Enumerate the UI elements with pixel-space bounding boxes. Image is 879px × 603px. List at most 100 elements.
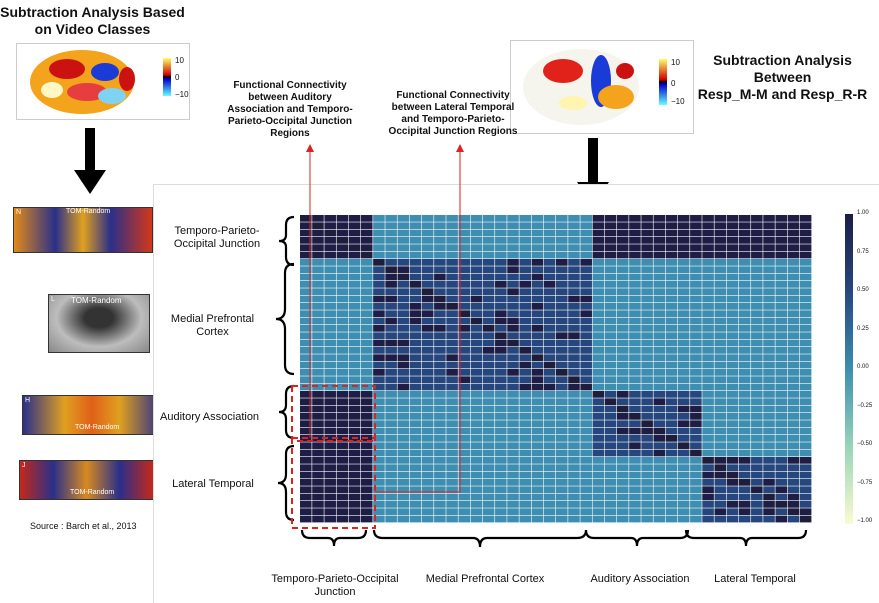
heatmap-cell xyxy=(763,354,775,362)
heatmap-cell xyxy=(556,332,568,340)
heatmap-cell xyxy=(409,244,422,252)
heatmap-cell xyxy=(763,515,775,523)
heatmap-cell xyxy=(531,244,544,252)
heatmap-cell xyxy=(495,391,507,398)
heatmap-cell xyxy=(324,273,336,281)
heatmap-cell xyxy=(495,398,507,406)
heatmap-cell xyxy=(495,493,507,501)
heatmap-cell xyxy=(409,383,422,391)
heatmap-cell xyxy=(690,420,702,428)
heatmap-cell xyxy=(763,383,775,391)
heatmap-cell xyxy=(336,501,349,508)
heatmap-cell xyxy=(434,222,446,230)
heatmap-cell xyxy=(348,420,361,428)
heatmap-cell xyxy=(677,369,690,376)
heatmap-cell xyxy=(677,244,690,252)
heatmap-cell xyxy=(763,391,775,398)
heatmap-cell xyxy=(507,464,519,472)
heatmap-cell xyxy=(409,464,422,472)
heatmap-cell xyxy=(482,332,495,340)
brace-x-tpoj xyxy=(300,529,368,547)
heatmap-cell xyxy=(531,339,544,347)
heatmap-cell xyxy=(775,515,788,523)
heatmap-cell xyxy=(482,427,495,435)
heatmap-cell xyxy=(714,215,727,222)
heatmap-cell xyxy=(360,237,373,244)
heatmap-cell xyxy=(519,215,532,222)
heatmap-cell xyxy=(775,427,788,435)
heatmap-cell xyxy=(482,376,495,384)
heatmap-cell xyxy=(446,339,458,347)
heatmap-cell xyxy=(568,361,580,369)
heatmap-cell xyxy=(470,229,483,237)
heatmap-cell xyxy=(726,427,739,435)
heatmap-cell xyxy=(604,464,617,472)
heatmap-cell xyxy=(531,413,544,420)
heatmap-cell xyxy=(543,515,556,523)
heatmap-cell xyxy=(397,273,410,281)
heatmap-cell xyxy=(714,515,727,523)
heatmap-cell xyxy=(653,413,666,420)
heatmap-cell xyxy=(653,383,666,391)
heatmap-cell xyxy=(751,413,763,420)
heatmap-cell xyxy=(519,479,532,486)
heatmap-cell xyxy=(385,273,397,281)
heatmap-cell xyxy=(373,244,385,252)
heatmap-cell xyxy=(470,244,483,252)
heatmap-cell xyxy=(738,281,751,288)
heatmap-cell xyxy=(641,449,653,457)
heatmap-cell xyxy=(348,317,361,325)
heatmap-cell xyxy=(360,244,373,252)
heatmap-cell xyxy=(312,508,324,516)
heatmap-cell xyxy=(787,317,800,325)
heatmap-cell xyxy=(751,288,763,296)
heatmap-cell xyxy=(434,310,446,318)
heatmap-cell xyxy=(738,391,751,398)
heatmap-cell xyxy=(300,361,312,369)
heatmap-cell xyxy=(470,317,483,325)
heatmap-cell xyxy=(360,303,373,310)
heatmap-cell xyxy=(690,332,702,340)
heatmap-cell xyxy=(775,449,788,457)
colorbar-tick-label: −0.25 xyxy=(857,402,873,409)
heatmap-cell xyxy=(799,339,812,347)
heatmap-cell xyxy=(787,435,800,442)
heatmap-cell xyxy=(385,479,397,486)
heatmap-cell xyxy=(409,339,422,347)
heatmap-cell xyxy=(507,479,519,486)
heatmap-cell xyxy=(751,244,763,252)
heatmap-cell xyxy=(543,457,556,464)
heatmap-cell xyxy=(751,295,763,303)
heatmap-cell xyxy=(300,310,312,318)
heatmap-cell xyxy=(312,471,324,479)
heatmap-cell xyxy=(336,471,349,479)
heatmap-cell xyxy=(543,317,556,325)
heatmap-cell xyxy=(409,310,422,318)
heatmap-cell xyxy=(324,281,336,288)
heatmap-cell xyxy=(763,479,775,486)
heatmap-cell xyxy=(324,405,336,413)
heatmap-cell xyxy=(629,266,641,274)
heatmap-cell xyxy=(360,369,373,376)
heatmap-cell xyxy=(641,369,653,376)
heatmap-cell xyxy=(641,347,653,354)
heatmap-cell xyxy=(738,259,751,266)
heatmap-cell xyxy=(787,303,800,310)
heatmap-cell xyxy=(568,413,580,420)
heatmap-cell xyxy=(616,266,629,274)
heatmap-cell xyxy=(763,273,775,281)
heatmap-cell xyxy=(629,310,641,318)
source-note: Source : Barch et al., 2013 xyxy=(30,521,137,531)
heatmap-cell xyxy=(336,405,349,413)
heatmap-cell xyxy=(714,471,727,479)
heatmap-cell xyxy=(604,369,617,376)
heatmap-cell xyxy=(495,332,507,340)
heatmap-cell xyxy=(495,317,507,325)
heatmap-cell xyxy=(738,435,751,442)
heatmap-cell xyxy=(653,420,666,428)
heatmap-cell xyxy=(300,295,312,303)
heatmap-cell xyxy=(543,347,556,354)
heatmap-cell xyxy=(531,281,544,288)
heatmap-cell xyxy=(385,515,397,523)
heatmap-cell xyxy=(312,457,324,464)
